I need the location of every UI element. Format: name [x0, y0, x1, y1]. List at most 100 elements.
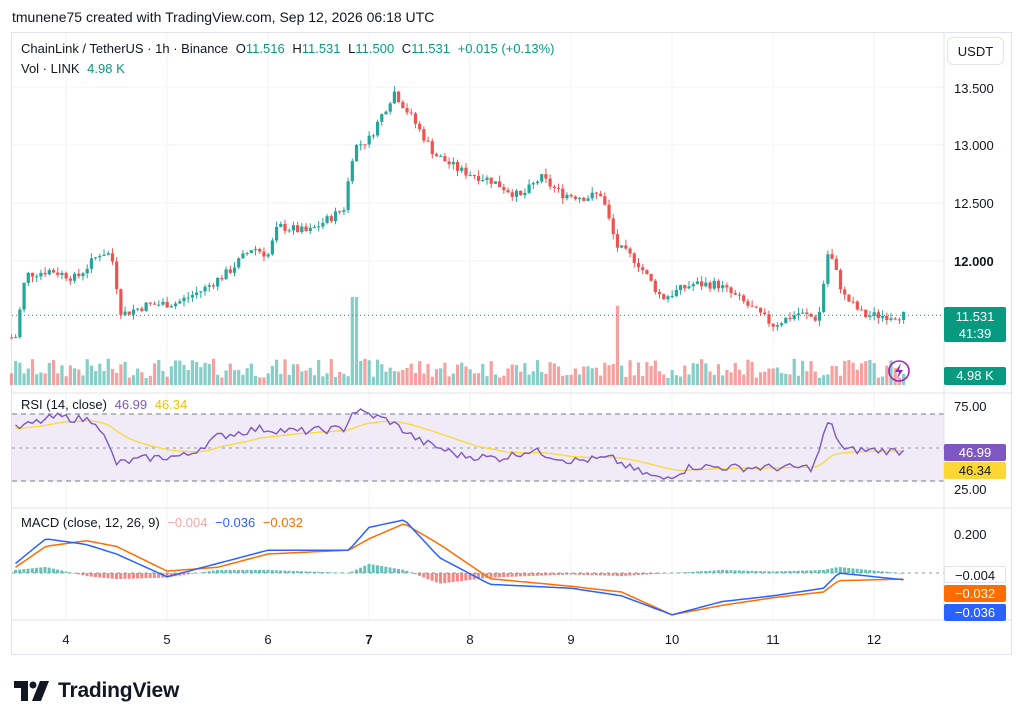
volume-bar [81, 375, 85, 385]
tradingview-logo[interactable]: TradingView [14, 679, 179, 703]
volume-bar [182, 364, 186, 385]
candle [35, 276, 39, 278]
candle [540, 174, 544, 182]
volume-bar [418, 361, 422, 385]
volume-bar [666, 377, 670, 385]
macd-histogram-bar [22, 569, 26, 573]
volume-bar [354, 297, 359, 385]
macd-histogram-bar [611, 573, 615, 576]
volume-bar [742, 374, 746, 385]
volume-bar [826, 374, 830, 385]
candle [418, 123, 422, 130]
macd-histogram-bar [746, 570, 750, 573]
candle [708, 282, 712, 289]
volume-bar [674, 375, 678, 385]
volume-bar [346, 376, 350, 385]
candle [283, 223, 287, 231]
candle [136, 308, 140, 310]
candle [237, 258, 241, 268]
volume-bar [641, 376, 645, 385]
candle [817, 311, 822, 321]
candle [9, 337, 14, 339]
candle [51, 270, 56, 273]
volume-bar [775, 367, 779, 385]
volume-bar [615, 305, 620, 385]
volume-bar [451, 373, 455, 385]
candle [241, 253, 245, 259]
macd-histogram-bar [737, 570, 741, 573]
x-tick: 4 [62, 632, 70, 647]
macd-legend: MACD (close, 12, 26, 9) −0.004 −0.036 −0… [21, 515, 307, 530]
volume-bar [805, 371, 809, 385]
volume-bar [199, 367, 203, 385]
lightning-icon[interactable] [888, 360, 910, 382]
candle [253, 248, 258, 251]
rsi-value-tag: 46.99 [944, 444, 1006, 461]
macd-histogram-bar [136, 573, 140, 579]
volume-bar [102, 370, 106, 385]
volume-bar [695, 363, 700, 385]
volume-bar [590, 368, 594, 385]
macd-histogram-bar [582, 573, 586, 575]
candle [796, 313, 801, 316]
macd-histogram-bar [598, 573, 602, 576]
macd-histogram-bar [262, 569, 266, 573]
macd-histogram-bar [788, 570, 792, 573]
candle [779, 323, 784, 326]
symbol-title[interactable]: ChainLink / TetherUS · 1h · Binance [21, 41, 229, 56]
volume-bar [733, 362, 737, 385]
macd-histogram-bar [855, 568, 859, 573]
candle [721, 285, 725, 289]
macd-histogram-bar [89, 573, 93, 577]
candle [447, 161, 451, 165]
macd-histogram-bar [880, 571, 884, 573]
candle [85, 268, 89, 274]
currency-button[interactable]: USDT [947, 37, 1004, 65]
macd-histogram-bar [813, 570, 817, 573]
candle [834, 258, 838, 271]
volume-bar [801, 360, 805, 385]
macd-label[interactable]: MACD (close, 12, 26, 9) [21, 515, 160, 530]
macd-histogram-bar [603, 573, 607, 576]
candle [489, 177, 493, 184]
candle [481, 179, 485, 181]
volume-bar [72, 368, 77, 385]
macd-histogram-bar [232, 569, 236, 573]
macd-histogram-bar [485, 573, 489, 578]
close-value: 11.531 [411, 41, 450, 56]
rsi-label[interactable]: RSI (14, close) [21, 397, 107, 412]
volume-bar [708, 371, 712, 385]
candle [300, 226, 304, 233]
candle [498, 181, 502, 188]
candle [144, 302, 148, 311]
candle [868, 315, 872, 317]
volume-bar [338, 371, 342, 385]
macd-histogram-bar [649, 573, 653, 575]
candle [430, 141, 434, 155]
volume-bar [216, 374, 220, 385]
macd-histogram-bar [47, 567, 51, 573]
volume-bar [203, 362, 207, 385]
chart-frame [11, 32, 1012, 655]
macd-histogram-bar [220, 569, 224, 573]
macd-histogram-bar [502, 573, 506, 578]
macd-histogram-bar [901, 573, 905, 574]
macd-histogram-bar [258, 569, 262, 573]
macd-histogram-bar [460, 573, 464, 582]
volume-bars [9, 297, 906, 385]
candle [182, 297, 186, 302]
macd-histogram-bar [699, 571, 703, 573]
candle [897, 319, 902, 321]
macd-histogram-bar [742, 570, 746, 573]
candle [569, 194, 573, 197]
macd-signal-tag: −0.032 [944, 585, 1006, 602]
macd-histogram-bar [662, 573, 666, 574]
candle [329, 216, 333, 222]
volume-bar [64, 376, 68, 385]
macd-histogram-bar [216, 569, 219, 573]
volume-bar [375, 359, 380, 385]
last-price-tag: 11.531 41:39 [944, 307, 1006, 342]
x-tick: 7 [365, 632, 373, 647]
macd-histogram-bar [190, 573, 194, 574]
